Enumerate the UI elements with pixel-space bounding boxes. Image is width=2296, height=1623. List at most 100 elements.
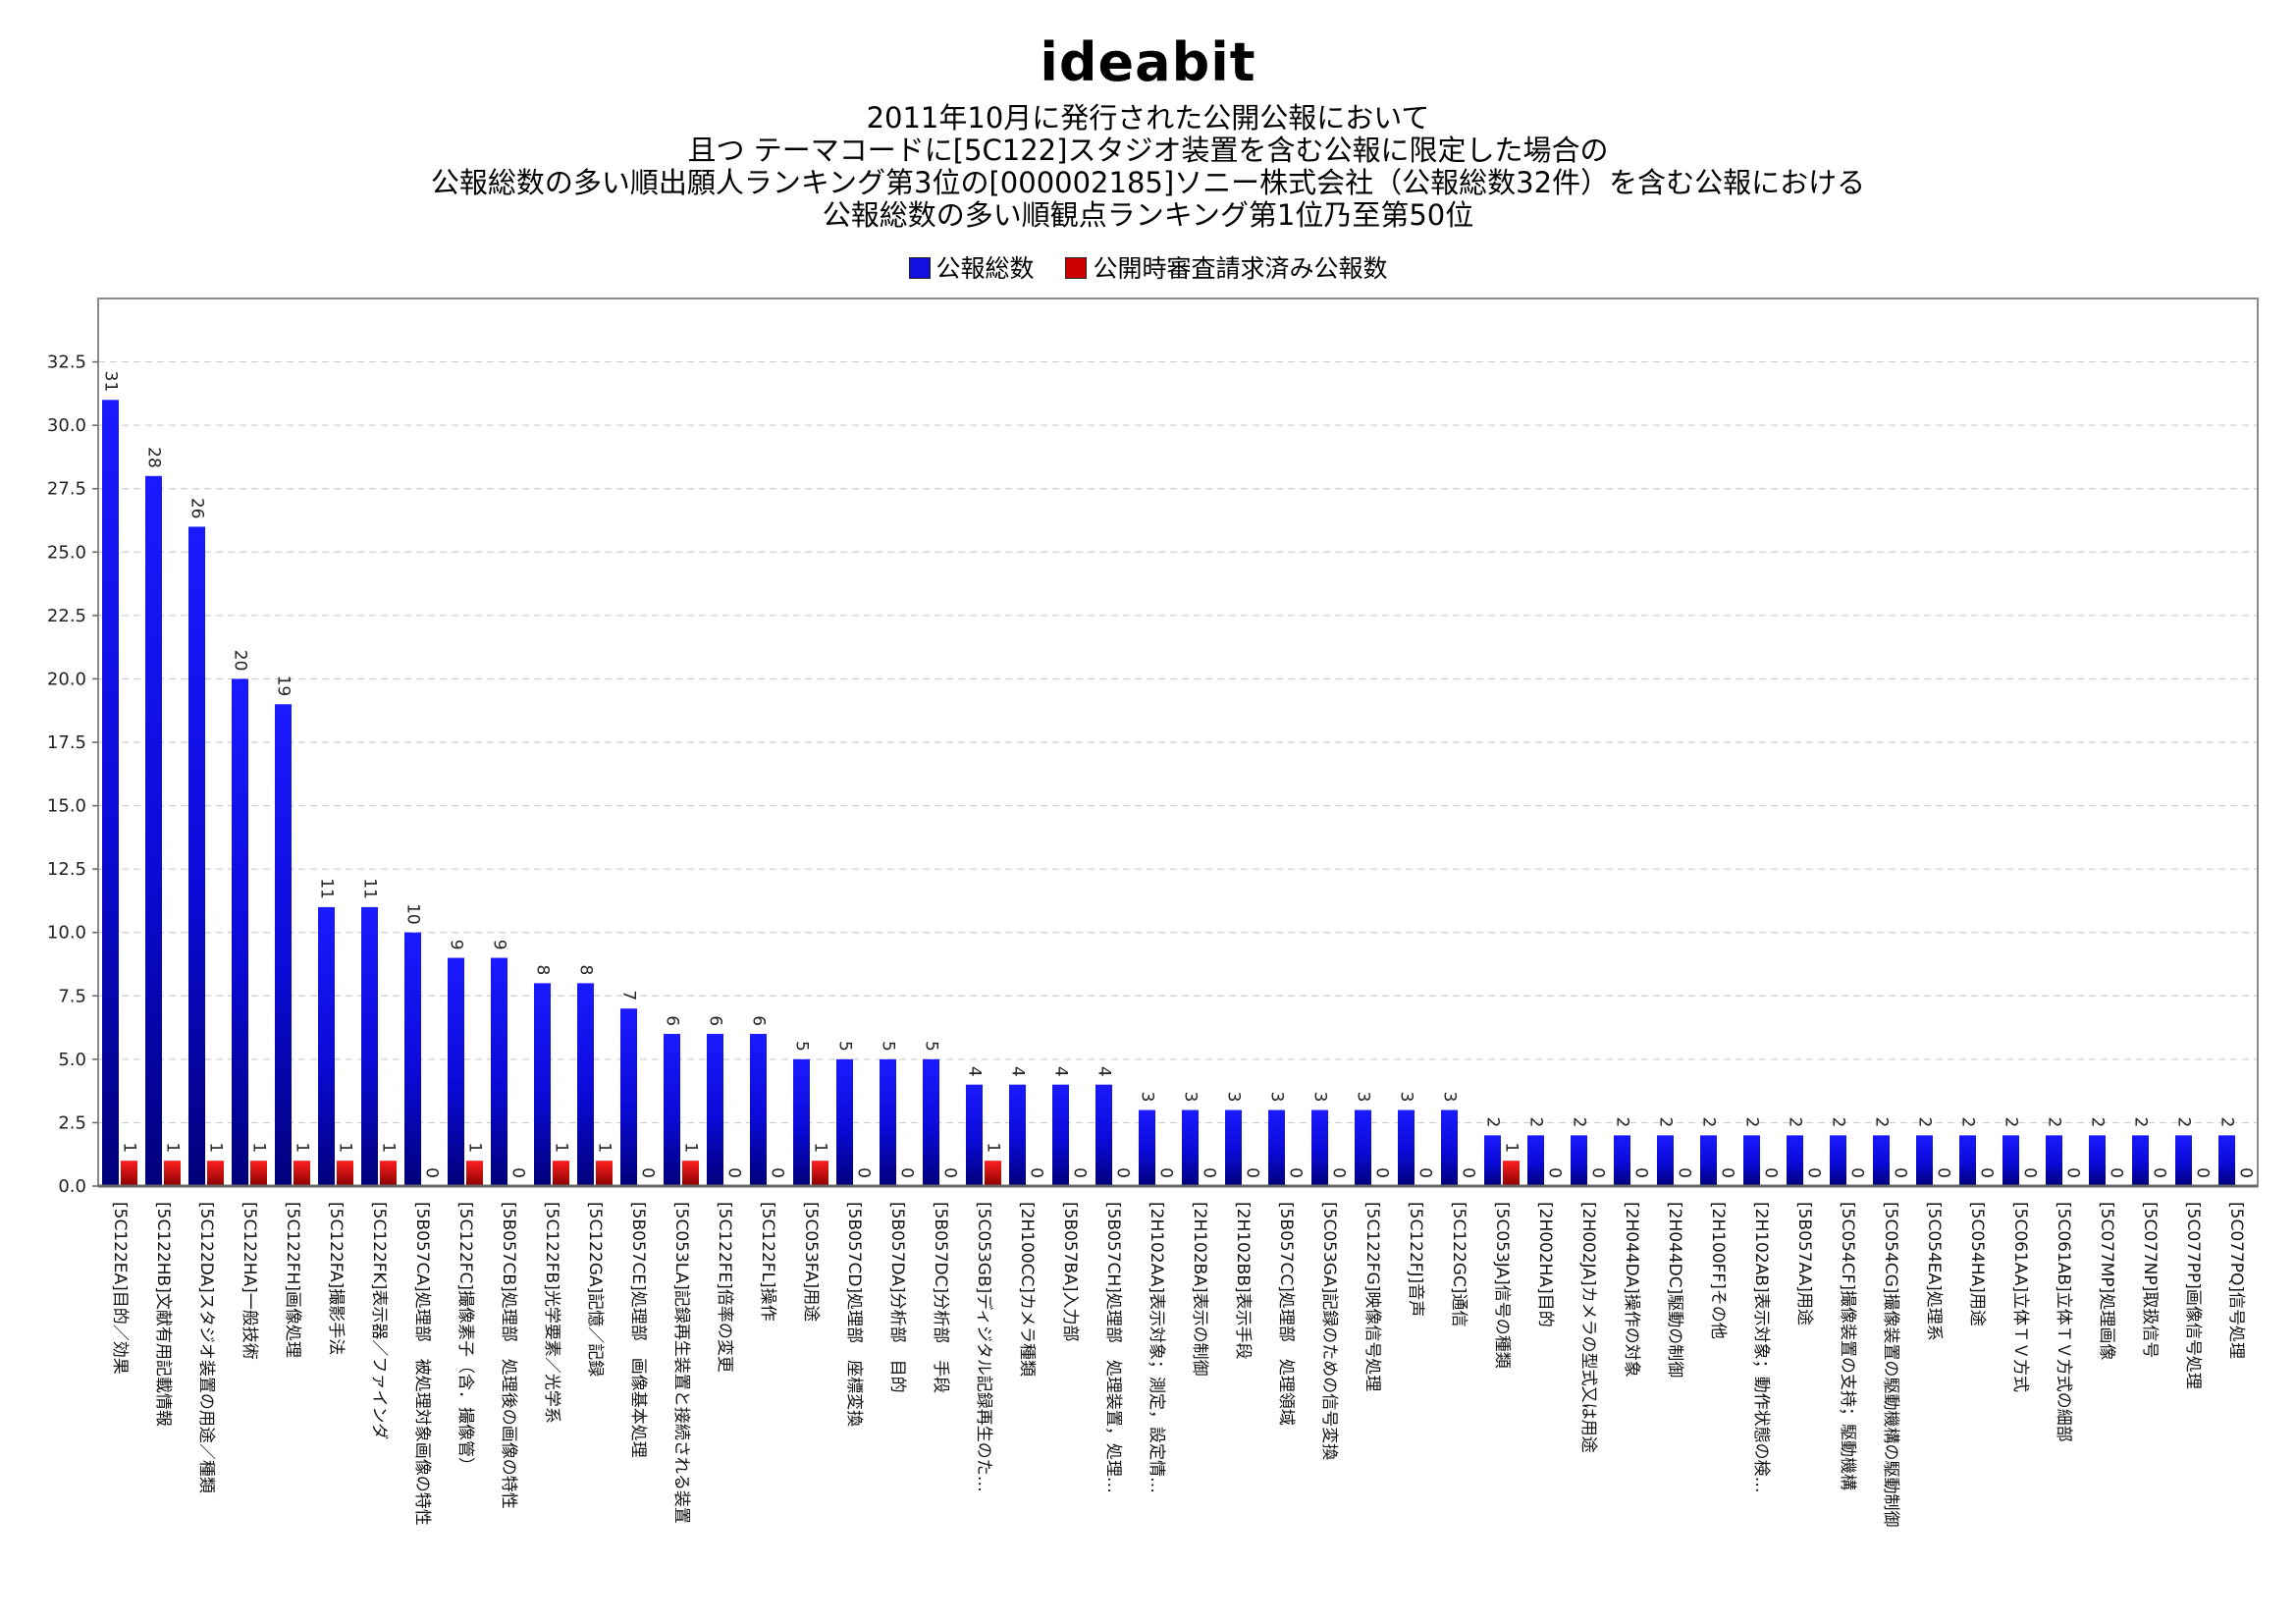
data-label-total: 3: [1181, 1092, 1201, 1103]
data-label-total: 3: [1397, 1092, 1416, 1103]
data-label-total: 6: [706, 1015, 725, 1026]
x-tick-label: [5C054EA]処理系: [1924, 1202, 1944, 1341]
data-label-total: 2: [1699, 1117, 1719, 1128]
data-label-examined: 0: [940, 1167, 960, 1178]
bar-total: [1311, 1109, 1328, 1186]
data-label-total: 2: [2088, 1117, 2108, 1128]
data-label-examined: 0: [2150, 1167, 2169, 1178]
data-label-examined: 0: [1415, 1167, 1435, 1178]
bar-total: [2132, 1135, 2149, 1186]
x-tick-label: [5B057BA]入力部: [1060, 1202, 1080, 1341]
bar-total: [793, 1058, 810, 1186]
x-tick-label: [5C122HA]一般技術: [240, 1202, 259, 1360]
bar-total: [318, 906, 335, 1186]
x-tick-label: [5B057CA]処理部 被処理対象画像の特性: [412, 1202, 432, 1526]
data-label-total: 2: [1570, 1117, 1589, 1128]
bar-total: [491, 957, 507, 1186]
data-label-examined: 0: [1329, 1167, 1349, 1178]
data-label-total: 3: [1138, 1092, 1157, 1103]
bar-total: [1873, 1135, 1890, 1186]
data-label-total: 31: [101, 371, 121, 393]
data-label-examined: 0: [1588, 1167, 1608, 1178]
data-label-examined: 1: [336, 1142, 355, 1153]
data-label-total: 20: [231, 650, 250, 672]
data-label-examined: 0: [1545, 1167, 1565, 1178]
x-tick-label: [2H100CC]カメラ種類: [1017, 1202, 1037, 1377]
data-label-examined: 0: [768, 1167, 787, 1178]
bar-total: [1787, 1135, 1803, 1186]
data-label-total: 2: [1872, 1117, 1892, 1128]
data-label-total: 2: [1829, 1117, 1848, 1128]
bar-total: [1398, 1109, 1415, 1186]
bar-total: [2175, 1135, 2192, 1186]
data-label-examined: 0: [1977, 1167, 1997, 1178]
bar-total: [1830, 1135, 1846, 1186]
data-label-total: 2: [1613, 1117, 1632, 1128]
x-tick-label: [5B057DA]分析部 目的: [887, 1202, 907, 1393]
data-label-examined: 1: [595, 1142, 614, 1153]
y-tick-label: 5.0: [58, 1050, 86, 1070]
bar-total: [1268, 1109, 1285, 1186]
data-label-total: 5: [922, 1041, 941, 1052]
bar-total: [1916, 1135, 1933, 1186]
bar-examined: [250, 1161, 267, 1186]
bar-examined: [380, 1161, 397, 1186]
data-label-total: 2: [2045, 1117, 2064, 1128]
legend-swatch-total: [908, 257, 931, 279]
x-tick-label: [5C122DA]スタジオ装置の用途／種類: [196, 1202, 216, 1493]
data-label-total: 2: [1786, 1117, 1805, 1128]
x-tick-label: [5C122GA]記憶／記録: [585, 1202, 605, 1377]
data-label-total: 8: [533, 965, 553, 976]
data-label-total: 3: [1267, 1092, 1287, 1103]
bar-total: [577, 983, 594, 1186]
data-label-examined: 0: [1027, 1167, 1046, 1178]
bar-total: [1052, 1084, 1069, 1186]
data-label-examined: 1: [465, 1142, 485, 1153]
data-label-examined: 0: [1243, 1167, 1262, 1178]
bar-total: [1139, 1109, 1155, 1186]
legend-item-total: 公報総数: [908, 254, 1042, 283]
y-tick-label: 10.0: [47, 923, 86, 944]
bar-total: [2002, 1135, 2019, 1186]
x-tick-label: [5C054HA]用途: [1967, 1202, 1987, 1326]
bar-examined: [596, 1161, 613, 1186]
data-label-examined: 0: [1372, 1167, 1392, 1178]
data-label-examined: 1: [379, 1142, 399, 1153]
data-label-total: 2: [1915, 1117, 1935, 1128]
bar-total: [1657, 1135, 1674, 1186]
data-label-examined: 0: [1718, 1167, 1737, 1178]
data-label-examined: 0: [1891, 1167, 1910, 1178]
data-label-examined: 0: [1804, 1167, 1824, 1178]
y-tick-label: 27.5: [47, 479, 86, 500]
x-tick-label: [5C077MP]処理画像: [2097, 1202, 2116, 1360]
x-tick-label: [5C054CF]撮像装置の支持；駆動機構: [1838, 1202, 1857, 1490]
data-label-total: 3: [1224, 1092, 1244, 1103]
data-label-examined: 1: [293, 1142, 312, 1153]
bar-total: [188, 526, 205, 1186]
data-label-examined: 0: [724, 1167, 744, 1178]
x-tick-label: [5C122FE]倍率の変更: [715, 1202, 734, 1373]
bar-total: [1225, 1109, 1242, 1186]
x-tick-label: [5C077NP]取扱信号: [2140, 1202, 2160, 1358]
bar-total: [534, 983, 551, 1186]
legend-label-total: 公報総数: [935, 254, 1035, 283]
chart-title-line-3: 公報総数の多い順出願人ランキング第3位の[000002185]ソニー株式会社（公…: [430, 166, 1866, 199]
data-label-examined: 0: [2236, 1167, 2256, 1178]
data-label-examined: 0: [1070, 1167, 1090, 1178]
data-label-examined: 1: [984, 1142, 1003, 1153]
bar-total: [1743, 1135, 1760, 1186]
bar-total: [1959, 1135, 1976, 1186]
data-label-total: 4: [1095, 1066, 1114, 1077]
bar-total: [750, 1034, 767, 1186]
data-label-examined: 0: [1286, 1167, 1306, 1178]
data-label-total: 6: [749, 1015, 769, 1026]
x-tick-label: [2H044DC]駆動の制御: [1665, 1202, 1684, 1378]
bar-total: [1009, 1084, 1026, 1186]
x-tick-label: [5C122FC]撮像素子（含．撮像管）: [455, 1202, 475, 1474]
data-label-examined: 1: [1502, 1142, 1522, 1153]
bar-total: [923, 1058, 939, 1186]
data-label-total: 2: [2174, 1117, 2194, 1128]
bar-total: [145, 475, 162, 1186]
bar-examined: [985, 1161, 1001, 1186]
